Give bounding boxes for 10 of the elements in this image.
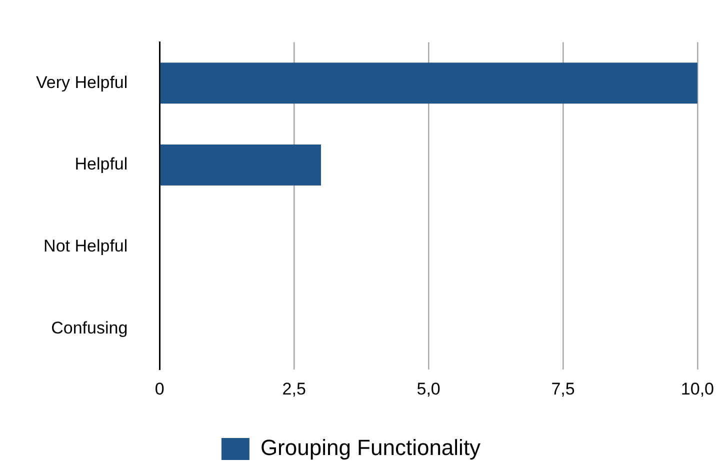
x-tick-label: 2,5 [282, 379, 306, 398]
y-tick-label: Helpful [74, 154, 128, 174]
y-tick-label: Very Helpful [36, 72, 128, 92]
x-tick-label: 0 [154, 379, 164, 398]
x-tick-label: 5,0 [416, 379, 440, 398]
y-tick-label: Not Helpful [44, 236, 128, 256]
x-tick-label: 7,5 [551, 379, 575, 398]
y-tick-label: Confusing [51, 318, 128, 338]
legend-label: Grouping Functionality [260, 435, 481, 460]
x-tick-label: 10,0 [680, 379, 714, 398]
